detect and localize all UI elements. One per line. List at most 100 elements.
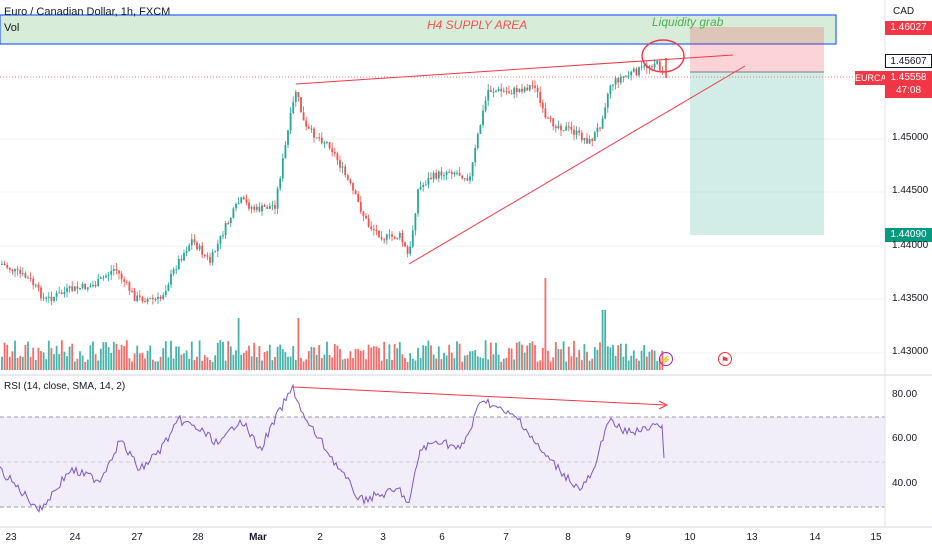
candle-body[interactable] — [300, 97, 302, 113]
lightning-icon[interactable]: ⚡ — [659, 352, 673, 366]
candle-body[interactable] — [497, 88, 500, 91]
candle-body[interactable] — [29, 277, 32, 279]
candle-body[interactable] — [445, 171, 448, 176]
candle-body[interactable] — [40, 287, 42, 299]
candle-body[interactable] — [586, 137, 588, 144]
candle-body[interactable] — [419, 186, 422, 190]
candle-body[interactable] — [344, 166, 347, 176]
candle-body[interactable] — [536, 87, 539, 92]
candle-body[interactable] — [279, 178, 282, 189]
candle-body[interactable] — [99, 277, 102, 279]
candle-body[interactable] — [266, 206, 269, 209]
candle-body[interactable] — [21, 273, 24, 275]
candle-body[interactable] — [632, 68, 635, 72]
candle-body[interactable] — [203, 254, 206, 256]
candle-body[interactable] — [401, 232, 404, 243]
candle-body[interactable] — [219, 235, 222, 244]
candle-body[interactable] — [157, 296, 159, 299]
candle-body[interactable] — [118, 270, 120, 274]
candle-body[interactable] — [658, 61, 661, 71]
candle-body[interactable] — [76, 286, 79, 289]
candle-body[interactable] — [287, 130, 289, 145]
candle-body[interactable] — [232, 208, 235, 218]
candle-body[interactable] — [349, 179, 352, 184]
candle-body[interactable] — [606, 93, 609, 108]
candle-body[interactable] — [123, 279, 126, 282]
candle-body[interactable] — [354, 190, 357, 195]
candle-body[interactable] — [625, 75, 627, 77]
candle-body[interactable] — [47, 296, 50, 298]
candle-body[interactable] — [250, 206, 253, 209]
candle-body[interactable] — [110, 270, 113, 275]
candle-body[interactable] — [263, 205, 266, 207]
candle-body[interactable] — [596, 127, 599, 133]
candle-body[interactable] — [248, 202, 250, 209]
candle-body[interactable] — [242, 197, 245, 200]
candle-body[interactable] — [3, 263, 6, 266]
candle-body[interactable] — [172, 269, 175, 274]
candle-body[interactable] — [453, 172, 456, 175]
candle-body[interactable] — [544, 108, 547, 118]
candle-body[interactable] — [528, 85, 531, 91]
candle-body[interactable] — [162, 295, 165, 300]
liquidity-circle[interactable] — [641, 39, 685, 73]
candle-body[interactable] — [526, 87, 529, 91]
candle-body[interactable] — [58, 292, 61, 294]
candle-body[interactable] — [146, 298, 149, 302]
candle-body[interactable] — [612, 84, 614, 86]
candle-body[interactable] — [635, 68, 638, 76]
candle-body[interactable] — [97, 278, 100, 287]
candle-body[interactable] — [557, 125, 560, 129]
candle-body[interactable] — [102, 277, 105, 279]
candle-body[interactable] — [580, 132, 583, 141]
candle-body[interactable] — [341, 166, 344, 168]
candle-body[interactable] — [42, 297, 45, 299]
supply-zone[interactable] — [0, 14, 837, 45]
candle-body[interactable] — [406, 246, 409, 254]
candle-body[interactable] — [375, 230, 378, 232]
candle-body[interactable] — [549, 117, 552, 119]
candle-body[interactable] — [198, 245, 201, 250]
candle-body[interactable] — [339, 160, 341, 168]
candle-body[interactable] — [456, 172, 458, 174]
candle-body[interactable] — [458, 172, 461, 176]
candle-body[interactable] — [323, 142, 326, 144]
candle-body[interactable] — [414, 213, 417, 231]
candle-body[interactable] — [141, 296, 144, 302]
candle-body[interactable] — [565, 126, 568, 131]
candle-body[interactable] — [253, 206, 256, 210]
candle-body[interactable] — [214, 251, 217, 253]
candle-body[interactable] — [55, 293, 58, 297]
candle-body[interactable] — [216, 243, 219, 252]
candle-body[interactable] — [417, 189, 419, 214]
candle-body[interactable] — [437, 171, 440, 179]
candle-body[interactable] — [359, 201, 362, 212]
candle-body[interactable] — [112, 269, 115, 271]
candle-body[interactable] — [398, 232, 401, 238]
candle-body[interactable] — [84, 283, 87, 290]
candle-body[interactable] — [196, 242, 198, 250]
candle-body[interactable] — [318, 137, 321, 139]
rsi-divergence-line[interactable] — [292, 386, 666, 406]
candle-body[interactable] — [352, 183, 354, 191]
candle-body[interactable] — [609, 85, 612, 94]
candle-body[interactable] — [159, 296, 162, 300]
candle-body[interactable] — [424, 184, 427, 186]
candle-body[interactable] — [450, 171, 453, 175]
candle-body[interactable] — [268, 205, 271, 209]
candle-body[interactable] — [89, 285, 92, 288]
candle-body[interactable] — [513, 87, 516, 95]
candle-body[interactable] — [185, 251, 188, 254]
candle-body[interactable] — [27, 277, 29, 279]
candle-body[interactable] — [302, 112, 305, 121]
candle-body[interactable] — [539, 91, 542, 103]
candle-body[interactable] — [50, 296, 53, 301]
candle-body[interactable] — [138, 295, 141, 297]
candle-body[interactable] — [448, 171, 451, 173]
candle-body[interactable] — [404, 242, 406, 247]
candle-body[interactable] — [380, 237, 383, 240]
candle-body[interactable] — [518, 88, 521, 92]
candle-body[interactable] — [515, 87, 518, 92]
candle-body[interactable] — [305, 120, 308, 127]
candle-body[interactable] — [211, 252, 214, 263]
